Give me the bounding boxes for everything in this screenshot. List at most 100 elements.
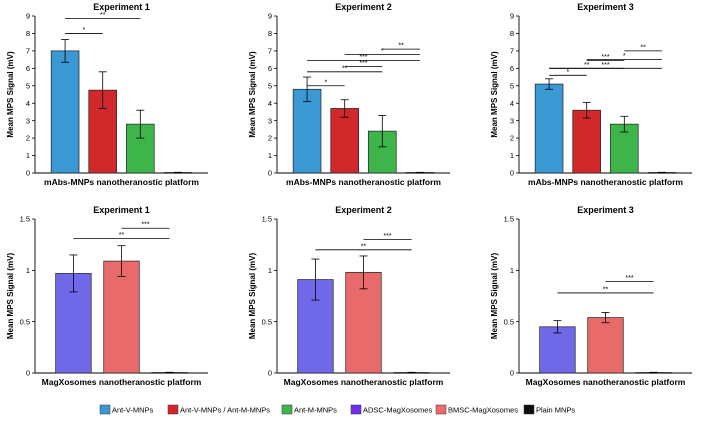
legend-label: ADSC-MagXosomes — [363, 406, 432, 415]
y-tick-label: 2 — [26, 134, 30, 143]
significance-label: ** — [119, 232, 125, 239]
significance-label: ** — [398, 43, 404, 50]
chart-title: Experiment 1 — [93, 205, 150, 215]
legend-label: Ant-V-MNPs / Ant-M-MNPs — [180, 406, 270, 415]
y-tick-label: 2 — [510, 134, 514, 143]
significance-label: ** — [100, 12, 106, 19]
significance-label: * — [325, 79, 328, 86]
legend-swatch — [435, 404, 447, 415]
chart-title: Experiment 3 — [577, 2, 634, 12]
legend-swatch — [167, 404, 179, 415]
y-tick-label: 8 — [510, 29, 514, 38]
legend-label: Plain MNPs — [536, 406, 575, 415]
bar-2 — [103, 260, 140, 374]
legend-swatch — [99, 404, 111, 415]
y-axis-label: Mean MPS Signal (mV) — [6, 253, 15, 340]
bar-1 — [539, 326, 576, 374]
y-tick-label: 5 — [510, 81, 514, 90]
significance-label: *** — [383, 233, 391, 240]
significance-label: ** — [603, 286, 609, 293]
significance-label: *** — [359, 60, 367, 67]
significance-label: *** — [601, 54, 609, 61]
y-tick-label: 1.5 — [504, 215, 514, 224]
x-axis-label: mAbs-MNPs nanotheranostic platform — [286, 177, 441, 187]
y-tick-label: 1 — [268, 151, 272, 160]
y-tick-label: 1.5 — [20, 215, 30, 224]
legend-swatch — [350, 404, 362, 415]
bar-2 — [587, 317, 624, 374]
bar-1 — [534, 83, 564, 174]
y-tick-label: 0 — [26, 369, 30, 378]
y-tick-label: 7 — [510, 46, 514, 55]
y-tick-label: 0.5 — [20, 317, 30, 326]
significance-label: ** — [584, 62, 590, 69]
significance-label: * — [83, 27, 86, 34]
legend: Ant-V-MNPs Ant-V-MNPs / Ant-M-MNPs Ant-M-M… — [99, 404, 575, 415]
y-tick-label: 0 — [268, 369, 272, 378]
significance-label: *** — [359, 54, 367, 61]
y-tick-label: 6 — [268, 64, 272, 73]
bar-1 — [50, 50, 80, 174]
y-tick-label: 6 — [26, 64, 30, 73]
y-tick-label: 1 — [510, 266, 514, 275]
y-tick-label: 8 — [268, 29, 272, 38]
y-tick-label: 5 — [26, 81, 30, 90]
y-axis-label: Mean MPS Signal (mV) — [490, 51, 499, 138]
y-axis-label: Mean MPS Signal (mV) — [248, 51, 257, 138]
y-tick-label: 7 — [26, 46, 30, 55]
y-tick-label: 1 — [268, 266, 272, 275]
y-tick-label: 1 — [510, 151, 514, 160]
y-tick-label: 1 — [26, 151, 30, 160]
legend-label: Ant-V-MNPs — [112, 406, 154, 415]
significance-label: *** — [601, 62, 609, 69]
legend-swatch — [523, 404, 535, 415]
y-tick-label: 0.5 — [504, 317, 514, 326]
y-tick-label: 9 — [510, 12, 514, 21]
chart-title: Experiment 2 — [335, 205, 392, 215]
significance-label: * — [381, 48, 384, 55]
y-tick-label: 4 — [268, 99, 272, 108]
x-axis-label: MagXosomes nanotheranostic platform — [284, 377, 444, 387]
y-tick-label: 1 — [26, 266, 30, 275]
y-tick-label: 2 — [268, 134, 272, 143]
y-tick-label: 5 — [268, 81, 272, 90]
significance-label: *** — [625, 275, 633, 282]
y-tick-label: 4 — [26, 99, 30, 108]
significance-label: ** — [361, 243, 367, 250]
significance-label: ** — [342, 65, 348, 72]
y-axis-label: Mean MPS Signal (mV) — [248, 253, 257, 340]
significance-label: *** — [141, 222, 149, 229]
x-axis-label: mAbs-MNPs nanotheranostic platform — [44, 177, 199, 187]
y-tick-label: 9 — [268, 12, 272, 21]
significance-label: * — [623, 53, 626, 60]
y-tick-label: 3 — [26, 116, 30, 125]
y-tick-label: 4 — [510, 99, 514, 108]
legend-label: Ant-M-MNPs — [294, 406, 337, 415]
y-tick-label: 0.5 — [262, 317, 272, 326]
y-tick-label: 3 — [510, 116, 514, 125]
y-axis-label: Mean MPS Signal (mV) — [490, 253, 499, 340]
legend-label: BMSC-MagXosomes — [448, 406, 518, 415]
significance-label: * — [567, 69, 570, 76]
chart-title: Experiment 1 — [93, 2, 150, 12]
y-axis-label: Mean MPS Signal (mV) — [6, 51, 15, 138]
y-tick-label: 1.5 — [262, 215, 272, 224]
y-tick-label: 0 — [510, 169, 514, 178]
bar-2 — [572, 109, 601, 174]
bar-2 — [330, 108, 359, 174]
y-tick-label: 0 — [26, 169, 30, 178]
y-tick-label: 0 — [510, 369, 514, 378]
y-tick-label: 3 — [268, 116, 272, 125]
y-tick-label: 7 — [268, 46, 272, 55]
legend-swatch — [281, 404, 293, 415]
x-axis-label: MagXosomes nanotheranostic platform — [526, 377, 686, 387]
chart-title: Experiment 3 — [577, 205, 634, 215]
chart-title: Experiment 2 — [335, 2, 392, 12]
